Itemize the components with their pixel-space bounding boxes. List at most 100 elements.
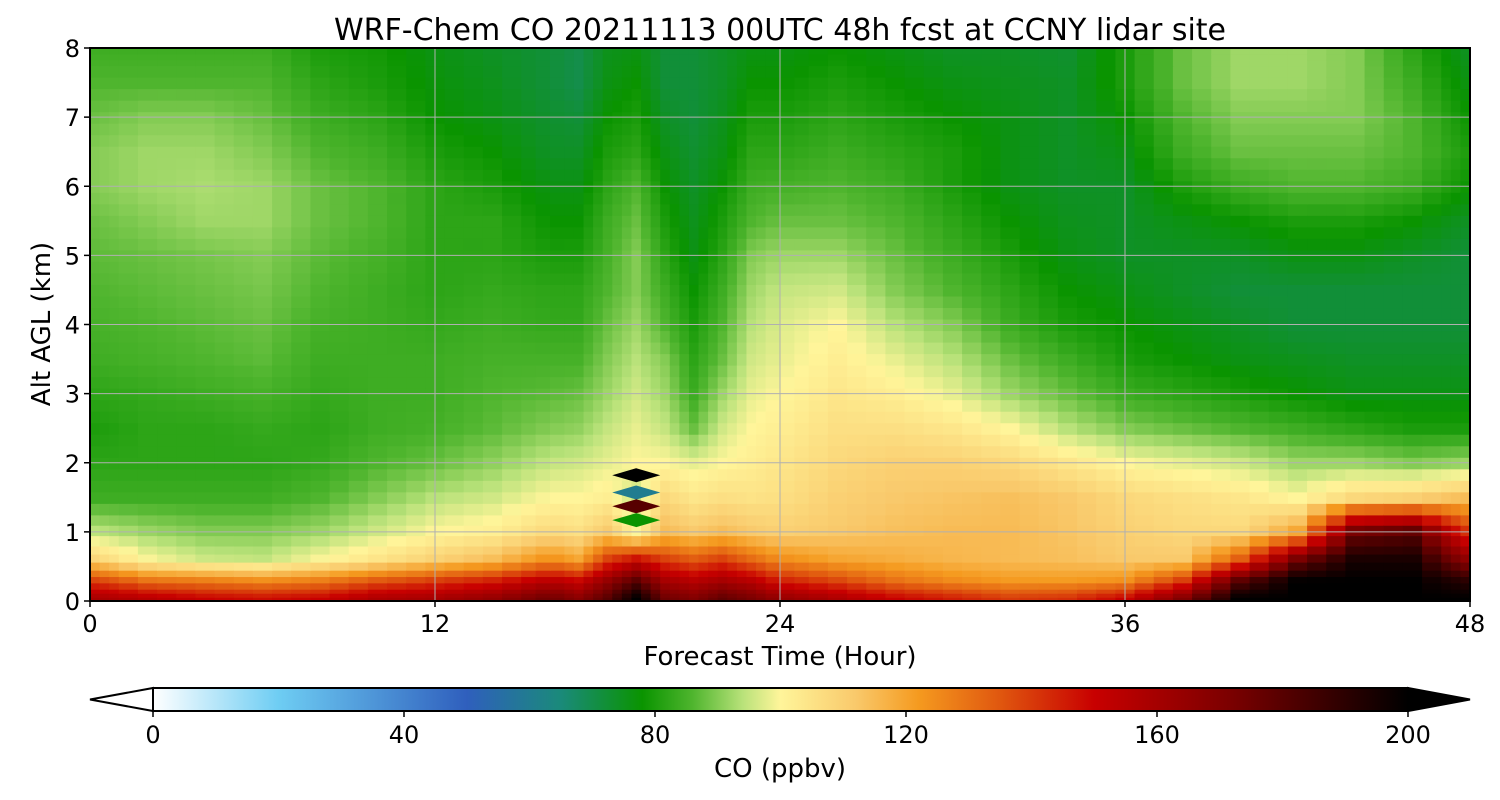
heatmap-cell <box>698 491 709 504</box>
heatmap-cell <box>904 330 925 343</box>
heatmap-cell <box>885 468 906 481</box>
heatmap-cell <box>406 295 427 309</box>
heatmap-cell <box>550 445 566 458</box>
heatmap-cell <box>463 588 484 594</box>
heatmap-cell <box>137 145 158 159</box>
heatmap-cell <box>329 545 350 555</box>
heatmap-cell <box>780 76 796 90</box>
heatmap-cell <box>291 134 312 147</box>
heatmap-cell <box>1364 596 1385 601</box>
heatmap-cell <box>708 491 719 504</box>
heatmap-cell <box>1460 480 1470 493</box>
heatmap-cell <box>272 376 293 389</box>
heatmap-cell <box>679 59 690 67</box>
heatmap-cell <box>904 157 925 170</box>
heatmap-cell <box>602 284 614 297</box>
heatmap-cell <box>669 422 681 435</box>
heatmap-cell <box>708 330 719 343</box>
heatmap-cell <box>1383 582 1404 590</box>
heatmap-cell <box>650 48 662 55</box>
heatmap-cell <box>1460 582 1470 590</box>
heatmap-cell <box>660 53 671 61</box>
heatmap-cell <box>1402 524 1423 537</box>
heatmap-cell <box>1019 284 1040 297</box>
heatmap-cell <box>1460 238 1470 251</box>
heatmap-cell <box>482 157 503 170</box>
heatmap-cell <box>109 226 120 239</box>
heatmap-cell <box>291 59 312 67</box>
heatmap-cell <box>621 491 633 504</box>
heatmap-cell <box>736 226 748 239</box>
heatmap-cell <box>1172 65 1193 78</box>
heatmap-cell <box>367 491 388 504</box>
heatmap-cell <box>698 588 709 594</box>
y-tick-label: 6 <box>65 173 80 201</box>
heatmap-cell <box>387 353 408 366</box>
heatmap-cell <box>291 422 312 435</box>
heatmap-cell <box>109 341 120 355</box>
heatmap-cell <box>621 65 633 78</box>
heatmap-cell <box>756 295 767 309</box>
heatmap-cell <box>214 596 235 601</box>
heatmap-cell <box>780 514 796 526</box>
heatmap-cell <box>1364 545 1385 555</box>
heatmap-cell <box>1402 376 1423 389</box>
heatmap-cell <box>272 535 293 547</box>
heatmap-cell <box>1249 215 1270 228</box>
heatmap-cell <box>157 468 178 481</box>
heatmap-cell <box>1192 376 1213 389</box>
heatmap-cell <box>137 569 158 578</box>
heatmap-cell <box>631 261 642 274</box>
heatmap-cell <box>157 215 178 228</box>
heatmap-cell <box>794 524 810 537</box>
heatmap-cell <box>272 399 293 412</box>
heatmap-cell <box>550 468 566 481</box>
heatmap-cell <box>233 569 254 578</box>
heatmap-cell <box>1307 468 1328 481</box>
heatmap-cell <box>1057 145 1078 159</box>
heatmap-cell <box>736 561 748 571</box>
heatmap-cell <box>535 524 551 537</box>
heatmap-cell <box>1364 238 1385 251</box>
heatmap-cell <box>688 399 700 412</box>
heatmap-cell <box>1422 99 1443 113</box>
heatmap-cell <box>827 433 848 447</box>
heatmap-cell <box>981 576 1002 584</box>
heatmap-cell <box>1383 561 1404 571</box>
heatmap-cell <box>1460 445 1470 458</box>
heatmap-cell <box>406 65 427 78</box>
heatmap-cell <box>1230 596 1251 601</box>
heatmap-cell <box>482 353 503 366</box>
heatmap-cell <box>1134 226 1155 239</box>
heatmap-cell <box>1153 284 1174 297</box>
heatmap-cell <box>808 53 829 61</box>
heatmap-cell <box>1450 238 1462 251</box>
heatmap-cell <box>1134 445 1155 458</box>
heatmap-cell <box>708 295 719 309</box>
heatmap-cell <box>866 215 887 228</box>
heatmap-cell <box>727 203 738 216</box>
heatmap-cell <box>765 353 781 366</box>
heatmap-cell <box>444 535 465 547</box>
heatmap-cell <box>573 535 585 547</box>
heatmap-cell <box>1134 134 1155 147</box>
heatmap-cell <box>90 238 101 251</box>
heatmap-cell <box>1326 307 1347 320</box>
heatmap-cell <box>1019 238 1040 251</box>
heatmap-cell <box>1287 284 1308 297</box>
heatmap-cell <box>157 480 178 493</box>
heatmap-cell <box>1249 99 1270 113</box>
heatmap-cell <box>463 596 484 601</box>
heatmap-cell <box>756 284 767 297</box>
heatmap-cell <box>1211 145 1232 159</box>
heatmap-cell <box>1422 261 1443 274</box>
heatmap-cell <box>535 284 551 297</box>
heatmap-cell <box>717 535 729 547</box>
heatmap-cell <box>736 553 748 563</box>
heatmap-cell <box>1096 272 1117 285</box>
heatmap-cell <box>252 145 273 159</box>
heatmap-cell <box>746 364 757 378</box>
heatmap-cell <box>688 76 700 90</box>
heatmap-cell <box>1307 553 1328 563</box>
heatmap-cell <box>717 376 729 389</box>
